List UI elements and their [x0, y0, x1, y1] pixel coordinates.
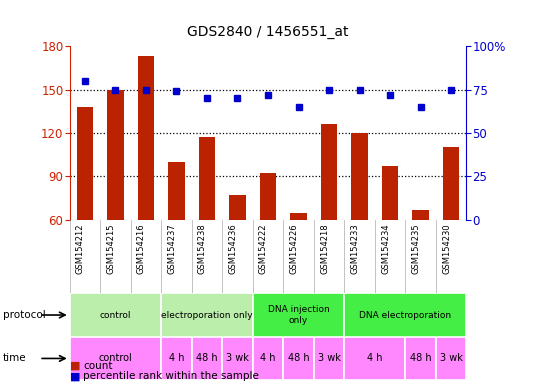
Bar [253, 337, 283, 380]
Text: ■: ■ [70, 361, 80, 371]
Text: protocol: protocol [3, 310, 46, 320]
Text: time: time [3, 353, 26, 363]
Text: 3 wk: 3 wk [318, 353, 340, 363]
Bar [290, 213, 307, 220]
Bar [412, 210, 429, 220]
Text: DNA electroporation: DNA electroporation [359, 311, 451, 319]
Text: GSM154236: GSM154236 [228, 223, 237, 274]
Text: 4 h: 4 h [367, 353, 383, 363]
Text: GDS2840 / 1456551_at: GDS2840 / 1456551_at [187, 25, 349, 39]
Text: count: count [83, 361, 113, 371]
Bar [70, 337, 161, 380]
Text: control: control [99, 353, 132, 363]
Text: 4 h: 4 h [169, 353, 184, 363]
Text: GSM154235: GSM154235 [412, 223, 421, 274]
Bar [192, 337, 222, 380]
Text: GSM154212: GSM154212 [76, 223, 85, 274]
Text: GSM154226: GSM154226 [289, 223, 299, 274]
Text: GSM154234: GSM154234 [381, 223, 390, 274]
Bar [161, 293, 253, 337]
Bar [107, 89, 124, 220]
Bar [253, 293, 344, 337]
Bar [259, 174, 277, 220]
Text: ■: ■ [70, 371, 80, 381]
Bar [77, 107, 93, 220]
Bar [344, 337, 405, 380]
Bar [314, 337, 344, 380]
Text: GSM154222: GSM154222 [259, 223, 268, 274]
Text: GSM154230: GSM154230 [442, 223, 451, 274]
Text: GSM154233: GSM154233 [351, 223, 360, 274]
Text: 3 wk: 3 wk [440, 353, 463, 363]
Bar [168, 162, 185, 220]
Bar [283, 337, 314, 380]
Text: DNA injection
only: DNA injection only [267, 305, 330, 325]
Bar [70, 293, 161, 337]
Bar [229, 195, 246, 220]
Bar [222, 337, 253, 380]
Text: GSM154237: GSM154237 [167, 223, 176, 274]
Text: 48 h: 48 h [196, 353, 218, 363]
Text: GSM154216: GSM154216 [137, 223, 146, 274]
Bar [161, 337, 192, 380]
Text: GSM154238: GSM154238 [198, 223, 207, 274]
Text: electroporation only: electroporation only [161, 311, 253, 319]
Bar [199, 137, 215, 220]
Bar [351, 133, 368, 220]
Text: 3 wk: 3 wk [226, 353, 249, 363]
Bar [382, 166, 398, 220]
Text: 48 h: 48 h [288, 353, 309, 363]
Text: GSM154215: GSM154215 [107, 223, 115, 274]
Bar [344, 293, 466, 337]
Text: 4 h: 4 h [260, 353, 276, 363]
Bar [138, 56, 154, 220]
Text: percentile rank within the sample: percentile rank within the sample [83, 371, 259, 381]
Bar [436, 337, 466, 380]
Text: GSM154218: GSM154218 [320, 223, 329, 274]
Text: 48 h: 48 h [410, 353, 431, 363]
Bar [443, 147, 459, 220]
Text: control: control [100, 311, 131, 319]
Bar [405, 337, 436, 380]
Bar [321, 124, 338, 220]
